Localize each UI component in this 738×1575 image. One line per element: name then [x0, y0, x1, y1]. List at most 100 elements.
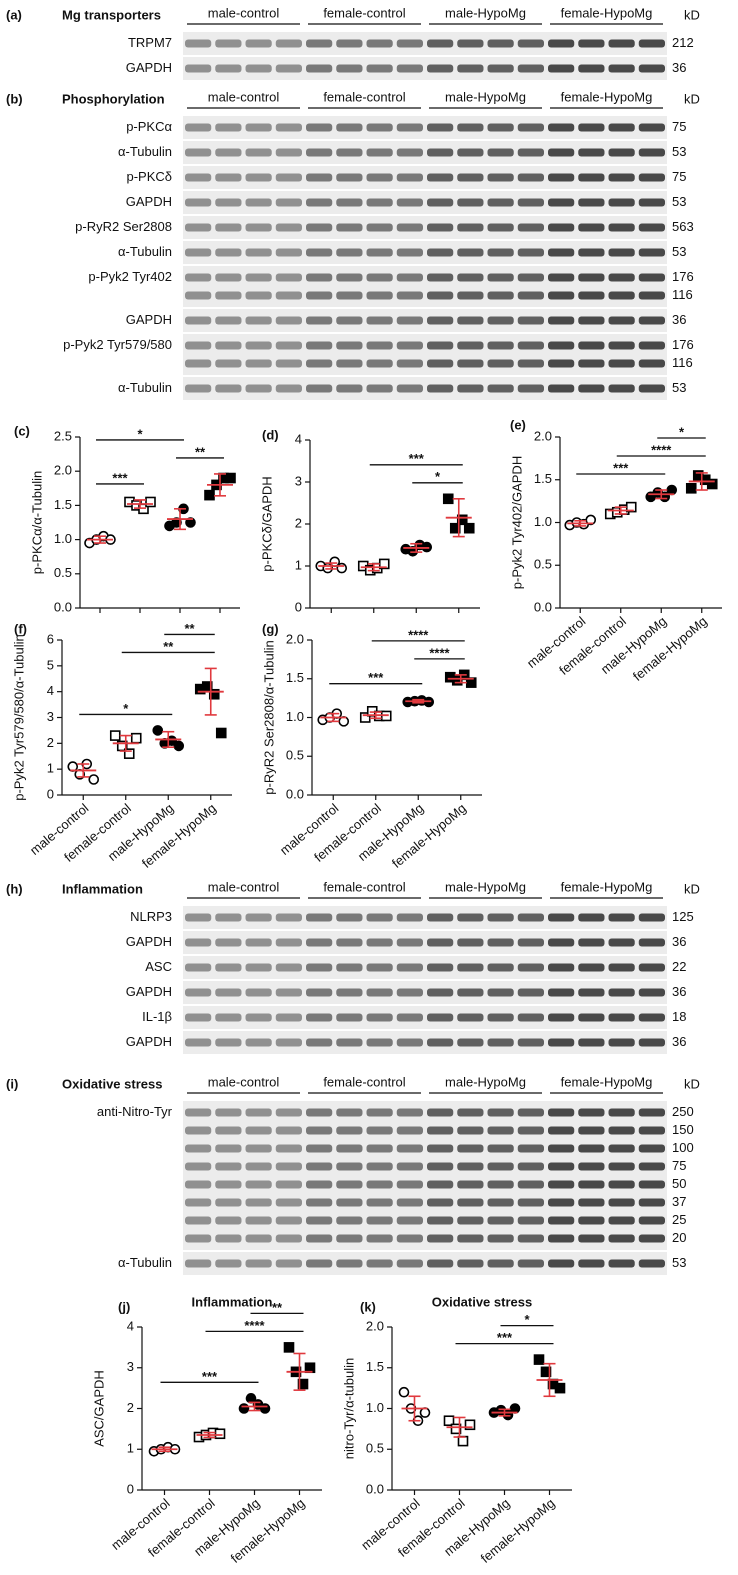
blot-band [275, 1038, 302, 1047]
blot-band [396, 291, 423, 300]
blot-band [427, 1198, 454, 1207]
blot-band [427, 39, 454, 48]
blot-band [608, 988, 635, 997]
blot-band [275, 173, 302, 182]
blot-band [548, 938, 575, 947]
blot-band [638, 173, 665, 182]
blot-band [215, 173, 242, 182]
blot-band [245, 359, 272, 368]
blot-band [275, 359, 302, 368]
blot-band [396, 64, 423, 73]
data-point [706, 478, 718, 490]
blot-band [245, 988, 272, 997]
y-axis-label: p-PKCδ/GAPDH [259, 476, 274, 571]
blot-strip [183, 57, 667, 80]
blot-band [427, 938, 454, 947]
blot-band [366, 1216, 393, 1225]
y-tick-label: 0.5 [534, 557, 552, 572]
y-tick-label: 2.5 [54, 428, 72, 443]
blot-band [215, 198, 242, 207]
y-tick-label: 0.5 [286, 748, 304, 763]
significance-label: **** [651, 442, 672, 457]
blot-band [638, 341, 665, 350]
blot-band [427, 198, 454, 207]
blot-band [638, 1198, 665, 1207]
protein-label: α-Tubulin [118, 244, 172, 259]
protein-label: NLRP3 [130, 909, 172, 924]
blot-band [638, 1013, 665, 1022]
blot-band [185, 1162, 212, 1171]
blot-band [306, 988, 333, 997]
y-tick-label: 1 [295, 557, 302, 572]
blot-band [336, 913, 363, 922]
data-point [407, 545, 419, 557]
group-label: male-control [208, 1074, 280, 1089]
blot-band [366, 341, 393, 350]
blot-band [306, 173, 333, 182]
blot-band [487, 341, 514, 350]
blot-band [275, 198, 302, 207]
blot-band [608, 1234, 635, 1243]
x-tick-label: female-HypoMg [630, 613, 710, 683]
y-axis-label: p-Pyk2 Tyr402/GAPDH [509, 456, 524, 589]
blot-strip [183, 116, 667, 139]
blot-band [245, 316, 272, 325]
blot-band [548, 384, 575, 393]
blot-band [245, 1038, 272, 1047]
blot-band [275, 1126, 302, 1135]
blot-band [245, 1144, 272, 1153]
blot-band [427, 248, 454, 257]
x-tick-label: female-HypoMg [389, 800, 469, 870]
y-tick-label: 0.0 [366, 1481, 384, 1496]
blot-band [427, 173, 454, 182]
blot-band [306, 1259, 333, 1268]
blot-band [185, 963, 212, 972]
blot-band [427, 64, 454, 73]
blot-band [275, 248, 302, 257]
blot-band [517, 1013, 544, 1022]
blot-band [487, 148, 514, 157]
blot-band [638, 1144, 665, 1153]
blot-band [638, 198, 665, 207]
kd-marker: 100 [672, 1140, 694, 1155]
data-point [185, 517, 196, 528]
blot-band [487, 1216, 514, 1225]
blot-band [517, 1162, 544, 1171]
blot-strip [183, 981, 667, 1004]
blot-band [306, 148, 333, 157]
data-point [509, 1403, 521, 1414]
blot-band [396, 248, 423, 257]
blot-band [517, 1108, 544, 1117]
blot-band [215, 1216, 242, 1225]
y-axis-label: p-PKCα/α-Tubulin [29, 471, 44, 574]
y-tick-label: 1 [127, 1441, 134, 1456]
blot-band [457, 1126, 484, 1135]
blot-band [548, 1013, 575, 1022]
blot-band [517, 1144, 544, 1153]
protein-label: p-PKCδ [126, 169, 172, 184]
blot-band [336, 988, 363, 997]
data-point [533, 1354, 545, 1365]
blot-band [638, 1162, 665, 1171]
blot-band [487, 384, 514, 393]
blot-band [608, 1216, 635, 1225]
significance-label: **** [429, 645, 450, 660]
data-point [464, 1419, 476, 1431]
blot-band [578, 1013, 605, 1022]
blot-band [396, 123, 423, 132]
blot-band [487, 223, 514, 232]
kd-marker: 36 [672, 934, 686, 949]
data-point [214, 1428, 226, 1440]
y-tick-label: 2.0 [366, 1318, 384, 1333]
kd-marker: 36 [672, 984, 686, 999]
blot-band [548, 148, 575, 157]
blot-band [275, 384, 302, 393]
blot-band [608, 1144, 635, 1153]
blot-band [275, 913, 302, 922]
kd-marker: 150 [672, 1122, 694, 1137]
blot-band [548, 291, 575, 300]
blot-band [245, 384, 272, 393]
y-tick-label: 1.5 [286, 670, 304, 685]
panel-letter: (b) [6, 91, 23, 106]
blot-band [578, 64, 605, 73]
